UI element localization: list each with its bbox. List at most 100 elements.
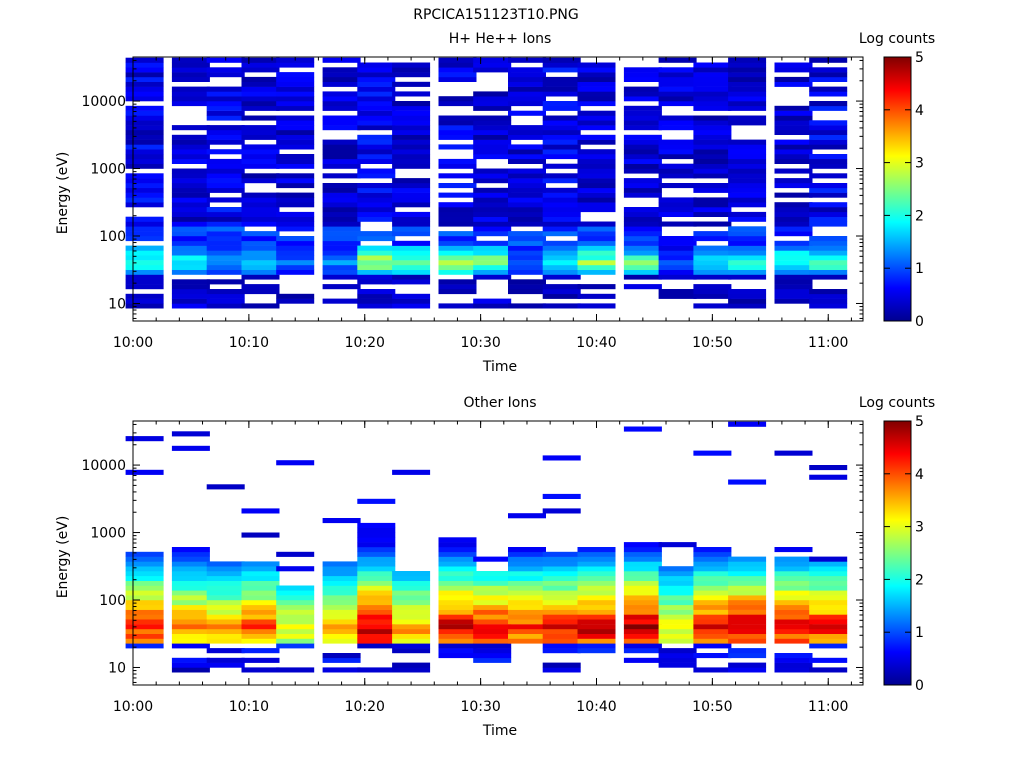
heatmap-cell xyxy=(438,575,477,581)
heatmap-cell xyxy=(658,585,697,591)
heatmap-cell xyxy=(241,571,280,577)
heatmap-cell xyxy=(276,260,315,266)
heatmap-cell xyxy=(508,513,546,519)
x-tick-label: 10:40 xyxy=(576,699,616,715)
heatmap-cell xyxy=(276,293,315,299)
heatmap-cell xyxy=(206,91,245,97)
heatmap-cell xyxy=(728,264,767,270)
heatmap-cell xyxy=(774,260,813,266)
heatmap-cell xyxy=(508,187,546,193)
heatmap-cell xyxy=(508,129,546,135)
heatmap-cell xyxy=(357,183,396,189)
heatmap-cell xyxy=(392,580,431,586)
heatmap-cell xyxy=(438,72,477,78)
heatmap-cell xyxy=(774,231,813,237)
heatmap-cell xyxy=(438,163,477,169)
heatmap-cell xyxy=(171,226,210,232)
heatmap-cell xyxy=(809,604,848,610)
heatmap-cell xyxy=(438,211,477,217)
heatmap-cell xyxy=(473,303,512,309)
heatmap-cell xyxy=(438,561,477,567)
heatmap-cell xyxy=(728,101,767,107)
heatmap-cell xyxy=(809,255,848,261)
heatmap-cell xyxy=(357,633,396,639)
heatmap-cell xyxy=(658,91,697,97)
heatmap-cell xyxy=(508,255,546,261)
heatmap-cell xyxy=(125,163,164,169)
heatmap-cell xyxy=(438,643,477,649)
heatmap-cell xyxy=(276,600,315,606)
heatmap-cell xyxy=(728,648,767,654)
heatmap-cell xyxy=(623,600,662,606)
heatmap-cell xyxy=(577,120,616,126)
heatmap-cell xyxy=(206,125,245,131)
heatmap-cell xyxy=(322,619,361,625)
heatmap-cell xyxy=(392,274,431,280)
heatmap-cell xyxy=(542,91,581,97)
heatmap-cell xyxy=(241,207,280,213)
heatmap-cell xyxy=(171,62,210,68)
heatmap-cell xyxy=(658,202,697,208)
y-tick-label: 10000 xyxy=(81,458,126,474)
heatmap-cell xyxy=(357,527,396,533)
heatmap-cell xyxy=(357,245,396,251)
heatmap-cell xyxy=(809,144,848,150)
heatmap-cell xyxy=(623,657,662,663)
heatmap-cell xyxy=(693,91,732,97)
heatmap-cell xyxy=(322,614,361,620)
heatmap-cell xyxy=(508,547,546,553)
heatmap-cell xyxy=(357,542,396,548)
heatmap-cell xyxy=(809,619,848,625)
heatmap-cell xyxy=(728,303,767,309)
heatmap-cell xyxy=(438,633,477,639)
heatmap-cell xyxy=(357,269,396,275)
heatmap-cell xyxy=(241,158,280,164)
heatmap-cell xyxy=(577,154,616,160)
heatmap-cell xyxy=(392,197,431,203)
heatmap-cell xyxy=(542,604,581,610)
heatmap-cell xyxy=(357,590,396,596)
heatmap-cell xyxy=(241,216,280,222)
heatmap-cell xyxy=(125,231,164,237)
heatmap-cell xyxy=(357,192,396,198)
heatmap-cell xyxy=(809,192,848,198)
heatmap-cell xyxy=(693,134,732,140)
heatmap-cell xyxy=(438,67,477,73)
heatmap-cell xyxy=(542,667,581,673)
heatmap-cell xyxy=(774,614,813,620)
heatmap-cell xyxy=(658,260,697,266)
heatmap-cell xyxy=(357,187,396,193)
heatmap-cell xyxy=(542,197,581,203)
heatmap-cell xyxy=(171,173,210,179)
heatmap-cell xyxy=(577,255,616,261)
heatmap-cell xyxy=(623,115,662,121)
heatmap-cell xyxy=(473,269,512,275)
heatmap-cell xyxy=(658,163,697,169)
heatmap-cell xyxy=(438,619,477,625)
heatmap-cell xyxy=(241,264,280,270)
heatmap-cell xyxy=(728,479,767,485)
panel-2: 10:00 10:10 10:20 10:30 10:40 10:50 11:0010100… xyxy=(55,395,935,739)
heatmap-cell xyxy=(728,421,767,427)
heatmap-cell xyxy=(508,173,546,179)
heatmap-cell xyxy=(241,81,280,87)
heatmap-cell xyxy=(392,600,431,606)
heatmap-cell xyxy=(473,240,512,246)
heatmap-cell xyxy=(206,207,245,213)
heatmap-cell xyxy=(623,551,662,557)
heatmap-cell xyxy=(276,144,315,150)
heatmap-cell xyxy=(658,86,697,92)
heatmap-cell xyxy=(728,662,767,668)
heatmap-cell xyxy=(473,250,512,256)
heatmap-cell xyxy=(809,580,848,586)
heatmap-cell xyxy=(125,158,164,164)
heatmap-cell xyxy=(542,149,581,155)
heatmap-cell xyxy=(392,216,431,222)
heatmap-cell xyxy=(693,566,732,572)
heatmap-cell xyxy=(508,101,546,107)
heatmap-cell xyxy=(171,303,210,309)
heatmap-cell xyxy=(473,149,512,155)
heatmap-cell xyxy=(809,125,848,131)
heatmap-cell xyxy=(809,105,848,111)
heatmap-cell xyxy=(728,67,767,73)
